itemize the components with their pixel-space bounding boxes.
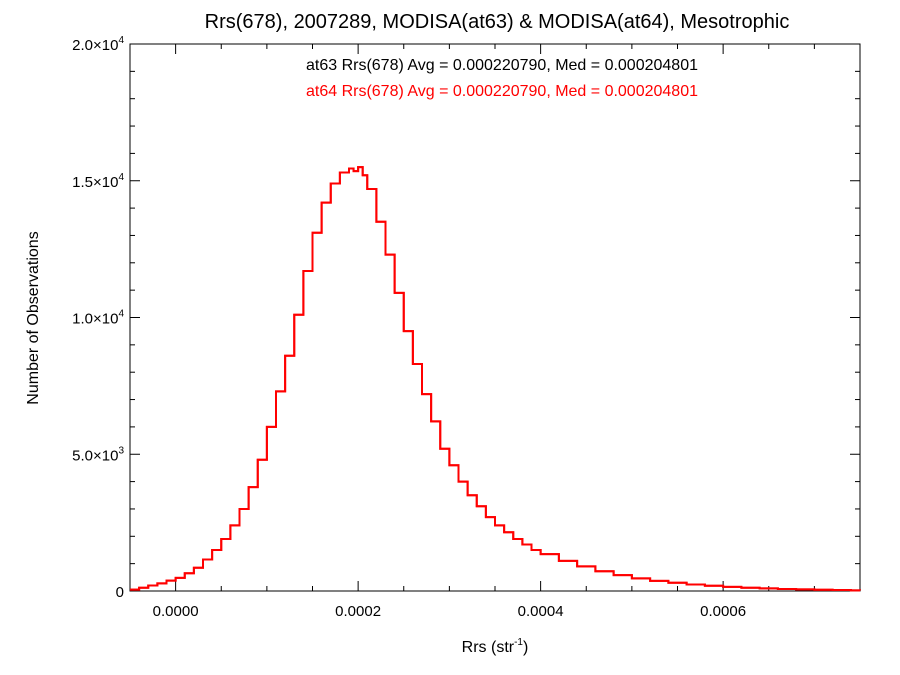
x-axis: 0.0000 0.0002 0.0004 0.0006 bbox=[129, 44, 861, 620]
y-tick-label: 2.0×104 bbox=[72, 35, 124, 54]
series-lines bbox=[130, 166, 861, 592]
y-tick-label: 5.0×103 bbox=[72, 445, 124, 464]
y-tick-label: 1.0×104 bbox=[72, 309, 124, 328]
chart-title: Rrs(678), 2007289, MODISA(at63) & MODISA… bbox=[205, 11, 790, 33]
annotations: at63 Rrs(678) Avg = 0.000220790, Med = 0… bbox=[306, 57, 698, 100]
x-tick-label: 0.0002 bbox=[335, 603, 381, 620]
x-axis-label-base: Rrs (str bbox=[462, 639, 515, 656]
annotation-at64: at64 Rrs(678) Avg = 0.000220790, Med = 0… bbox=[306, 83, 698, 100]
x-tick-label: 0.0004 bbox=[518, 603, 564, 620]
y-axis: 0 5.0×103 1.0×104 1.5×104 2.0×104 bbox=[72, 35, 860, 601]
x-tick-label: 0.0006 bbox=[700, 603, 746, 620]
x-axis-label-superscript: -1 bbox=[514, 637, 523, 648]
x-axis-label-close: ) bbox=[523, 639, 528, 656]
annotation-at63: at63 Rrs(678) Avg = 0.000220790, Med = 0… bbox=[306, 57, 698, 74]
x-axis-label: Rrs (str-1) bbox=[462, 637, 529, 656]
y-tick-label: 0 bbox=[116, 584, 124, 601]
series-at63-line bbox=[130, 166, 861, 592]
y-tick-label: 1.5×104 bbox=[72, 172, 124, 191]
x-tick-label: 0.0000 bbox=[153, 603, 199, 620]
y-axis-label: Number of Observations bbox=[25, 231, 42, 404]
series-at64-line bbox=[130, 166, 861, 592]
